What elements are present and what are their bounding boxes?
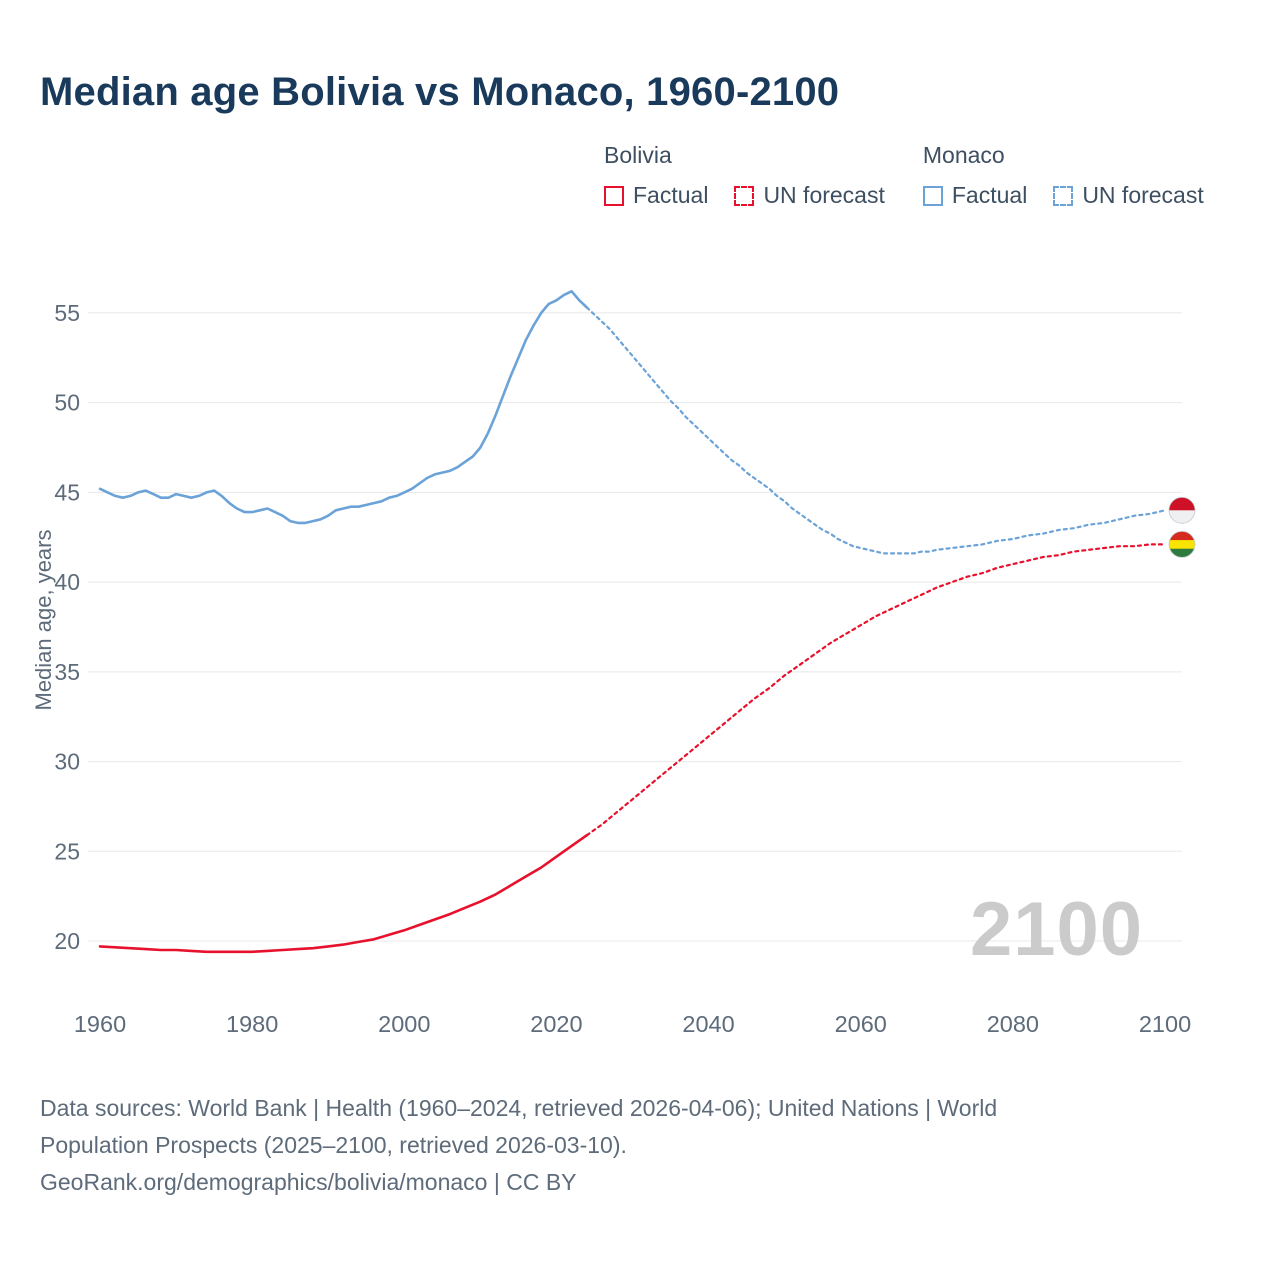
- y-tick-label: 25: [54, 838, 80, 864]
- bolivia-forecast-swatch-icon: [734, 185, 755, 206]
- monaco-forecast-line: [585, 306, 1167, 555]
- legend-row-bolivia: Factual UN forecast: [604, 182, 885, 209]
- monaco-forecast-swatch-icon: [1053, 185, 1074, 206]
- x-tick-label: 2100: [1139, 1011, 1191, 1037]
- legend-bolivia-title: Bolivia: [604, 142, 672, 168]
- monaco-flag-outline: [1168, 496, 1196, 524]
- x-tick-label: 1980: [226, 1011, 278, 1037]
- y-tick-label: 35: [54, 659, 80, 685]
- bolivia-flag-outline: [1168, 530, 1196, 558]
- bolivia-flag-icon: [1169, 531, 1195, 558]
- x-tick-label: 2080: [987, 1011, 1039, 1037]
- legend-group-bolivia: Bolivia Factual UN forecast: [604, 142, 885, 209]
- y-tick-label: 40: [54, 569, 80, 595]
- bolivia-factual-swatch-icon: [604, 185, 624, 206]
- data-sources-footer: Data sources: World Bank | Health (1960–…: [40, 1090, 997, 1201]
- monaco-flag-icon: [1169, 497, 1195, 524]
- legend-item-label: UN forecast: [763, 182, 885, 208]
- monaco-factual-line: [98, 290, 589, 525]
- legend-item-monaco-forecast[interactable]: UN forecast: [1053, 182, 1204, 209]
- bolivia-factual-line: [98, 833, 589, 954]
- x-tick-label: 2000: [378, 1011, 430, 1037]
- legend-item-bolivia-factual[interactable]: Factual: [604, 182, 708, 209]
- bolivia-forecast-line: [585, 543, 1167, 837]
- legend-item-monaco-factual[interactable]: Factual: [922, 182, 1028, 209]
- x-tick-label: 1960: [74, 1011, 126, 1037]
- legend-monaco-title: Monaco: [922, 142, 1005, 168]
- y-tick-label: 30: [54, 749, 80, 775]
- footer-line: GeoRank.org/demographics/bolivia/monaco …: [40, 1169, 577, 1195]
- y-tick-label: 20: [54, 928, 80, 954]
- legend-item-label: UN forecast: [1082, 182, 1204, 208]
- legend-item-label: Factual: [951, 182, 1028, 208]
- legend-row-monaco: Factual UN forecast: [922, 182, 1204, 209]
- x-tick-label: 2020: [530, 1011, 582, 1037]
- y-tick-label: 55: [54, 300, 80, 326]
- x-tick-label: 2060: [835, 1011, 887, 1037]
- chart-title: Median age Bolivia vs Monaco, 1960-2100: [40, 70, 840, 114]
- footer-line: Population Prospects (2025–2100, retriev…: [40, 1132, 627, 1158]
- monaco-factual-swatch-icon: [922, 185, 943, 206]
- legend-item-label: Factual: [633, 182, 709, 208]
- legend-group-monaco: Monaco Factual UN forecast: [922, 142, 1204, 209]
- legend-item-bolivia-forecast[interactable]: UN forecast: [734, 182, 885, 209]
- y-tick-label: 45: [54, 479, 80, 505]
- y-tick-label: 50: [54, 390, 80, 416]
- median-age-chart: 20 25 30 35 40 45 50 55 1960 1980 2000 2020 2040 2060…: [54, 290, 1196, 1037]
- x-tick-label: 2040: [682, 1011, 734, 1037]
- legend: Bolivia Factual UN forecast Monaco Factu…: [604, 142, 1204, 209]
- watermark-year: 2100: [970, 887, 1144, 972]
- footer-line: Data sources: World Bank | Health (1960–…: [40, 1095, 998, 1121]
